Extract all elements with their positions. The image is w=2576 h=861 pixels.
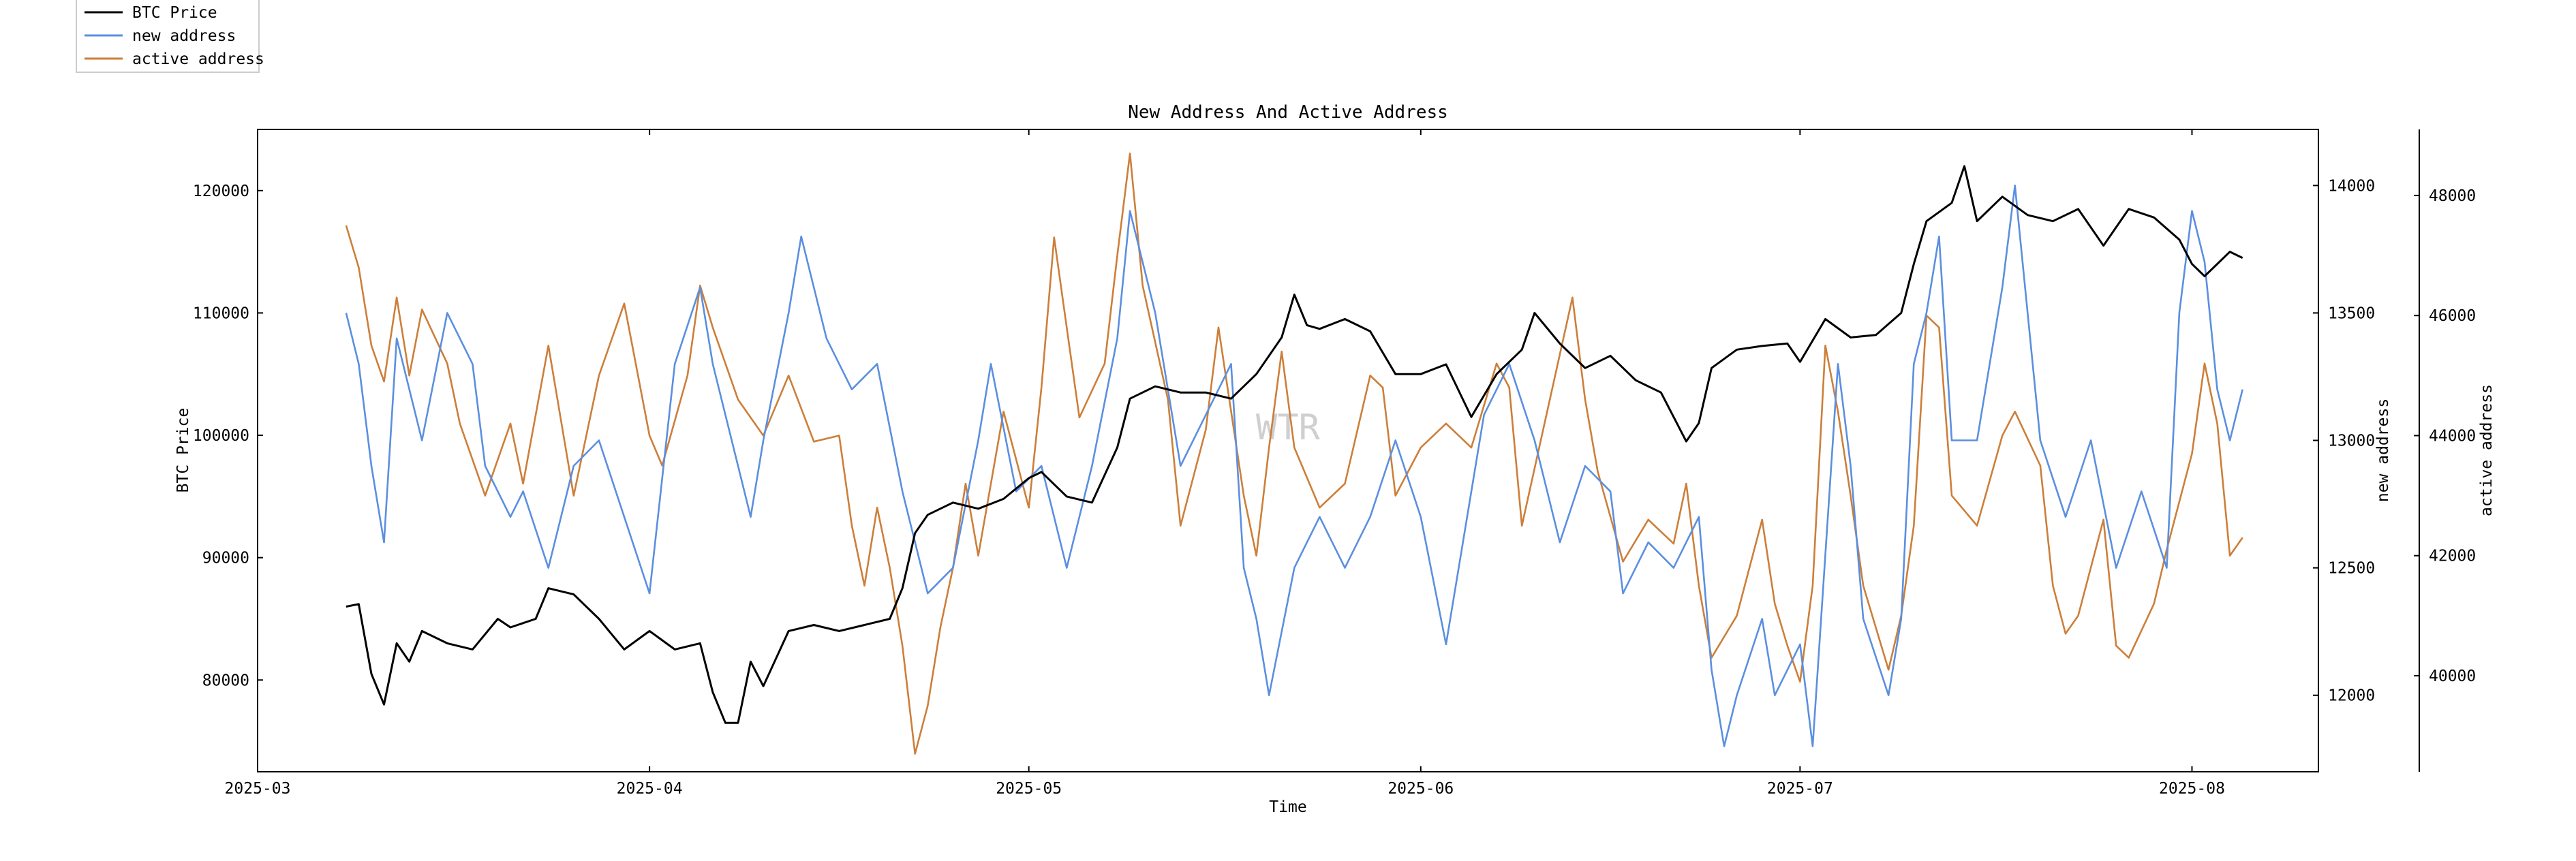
new-tick-label: 13500 [2328,304,2375,322]
new-address-axis-ticks: 12000 12500 13000 13500 14000 [2313,177,2375,705]
x-tick-label: 2025-03 [225,780,291,798]
btc-tick-label: 110000 [193,304,249,322]
x-tick-label: 2025-04 [617,780,683,798]
x-axis-ticks: 2025-03 2025-04 2025-05 2025-06 2025-07 2025-… [225,129,2225,798]
series-line-btc-price [346,165,2243,724]
watermark: WTR [1256,407,1321,448]
x-axis-label: Time [1269,798,1306,816]
series-layer [345,153,2243,755]
active-tick-label: 44000 [2429,427,2476,445]
btc-tick-label: 120000 [193,183,249,200]
active-address-axis-label: active address [2478,384,2496,516]
btc-price-axis-label: BTC Price [174,408,192,493]
btc-tick-label: 80000 [202,672,249,689]
legend: BTC Price new address active address [76,0,264,73]
btc-tick-label: 90000 [202,550,249,567]
new-tick-label: 12500 [2328,560,2375,578]
active-tick-label: 46000 [2429,307,2476,325]
x-tick-label: 2025-05 [996,780,1062,798]
new-tick-label: 12000 [2328,687,2375,705]
active-tick-label: 48000 [2429,187,2476,205]
active-address-axis-ticks: 40000 42000 44000 46000 48000 [2414,187,2476,685]
new-tick-label: 14000 [2328,177,2375,195]
legend-label-btc-price: BTC Price [132,4,217,22]
series-line-active-address [345,153,2243,755]
new-address-axis-label: new address [2374,398,2392,502]
legend-label-active-address: active address [132,50,264,68]
x-tick-label: 2025-08 [2159,780,2225,798]
legend-label-new-address: new address [132,27,236,45]
btc-tick-label: 100000 [193,427,249,445]
series-line-new-address [345,185,2243,747]
new-tick-label: 13000 [2328,433,2375,450]
x-tick-label: 2025-07 [1767,780,1833,798]
btc-price-axis-ticks: 80000 90000 100000 110000 120000 [193,183,263,689]
active-tick-label: 40000 [2429,668,2476,685]
chart-title: New Address And Active Address [1128,102,1448,123]
plot-frame [257,129,2319,772]
x-tick-label: 2025-06 [1387,780,1454,798]
active-tick-label: 42000 [2429,548,2476,565]
